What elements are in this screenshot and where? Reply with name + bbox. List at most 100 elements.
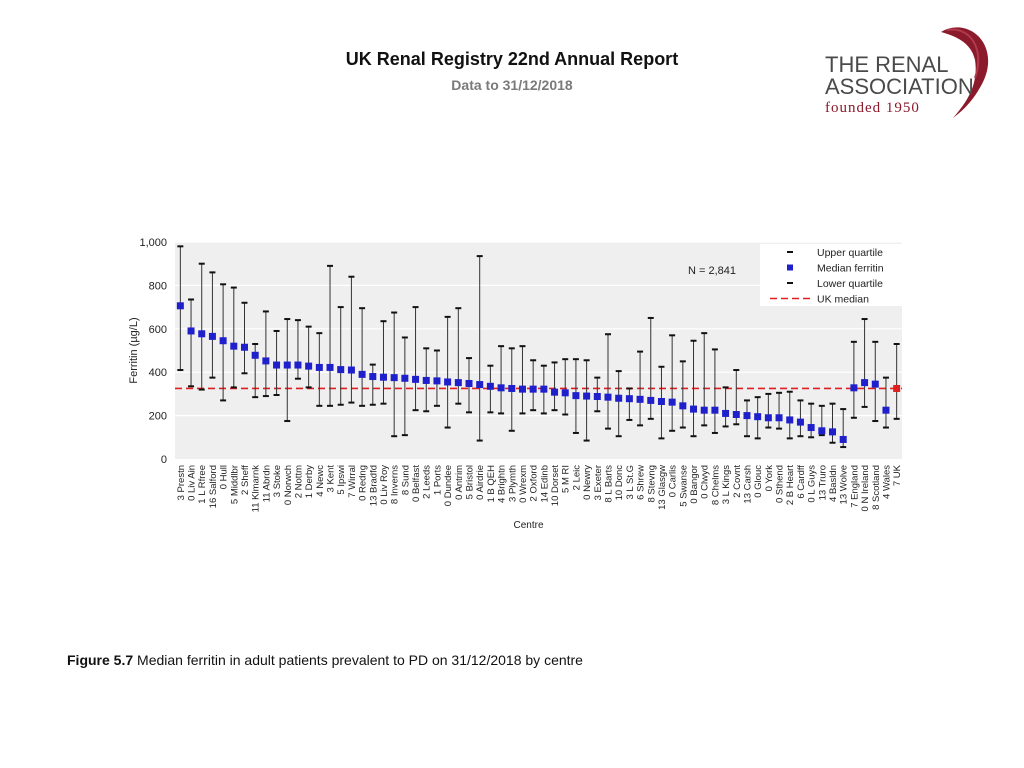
legend-entry: UK median bbox=[817, 294, 869, 306]
x-tick-label: 1 Derby bbox=[304, 465, 315, 499]
x-tick-label: 6 Cardff bbox=[796, 465, 807, 499]
y-tick-label: 800 bbox=[149, 280, 167, 292]
x-tick-label: 0 York bbox=[764, 465, 775, 492]
x-tick-label: 8 Inverns bbox=[390, 465, 401, 504]
figure-caption: Figure 5.7 Median ferritin in adult pati… bbox=[67, 652, 583, 668]
median-point bbox=[786, 416, 794, 424]
median-point bbox=[187, 327, 195, 335]
x-tick-label: 0 Bangor bbox=[689, 465, 700, 504]
median-point bbox=[540, 385, 548, 393]
caption-text: Median ferritin in adult patients preval… bbox=[133, 652, 583, 668]
median-point bbox=[379, 373, 387, 381]
median-point bbox=[294, 361, 302, 369]
x-tick-label: 0 Sthend bbox=[775, 465, 786, 503]
median-point bbox=[754, 413, 762, 421]
x-tick-label: 6 Shrew bbox=[636, 465, 647, 500]
x-tick-label: 1 B QEH bbox=[486, 465, 497, 503]
median-point bbox=[305, 362, 313, 370]
median-point bbox=[412, 375, 420, 383]
median-point bbox=[711, 406, 719, 414]
x-tick-label: 0 Hull bbox=[219, 465, 230, 489]
median-point bbox=[647, 396, 655, 404]
x-tick-label: 0 Liv Roy bbox=[379, 465, 390, 505]
x-tick-label: 8 L Barts bbox=[603, 465, 614, 503]
x-tick-label: 2 B Heart bbox=[785, 465, 796, 505]
x-tick-label: 8 Stevng bbox=[646, 465, 657, 503]
median-point bbox=[775, 414, 783, 422]
x-tick-label: 5 M RI bbox=[561, 465, 572, 493]
caption-label: Figure 5.7 bbox=[67, 652, 134, 668]
x-tick-label: 13 Bradfd bbox=[368, 465, 379, 506]
x-tick-label: 7 UK bbox=[892, 464, 903, 486]
median-point bbox=[476, 381, 484, 389]
logo-line2: ASSOCIATION bbox=[825, 74, 974, 99]
x-tick-label: 3 Plymth bbox=[507, 465, 518, 502]
y-tick-label: 1,000 bbox=[139, 237, 167, 249]
median-point bbox=[882, 406, 890, 414]
median-point bbox=[262, 357, 270, 365]
median-point bbox=[572, 392, 580, 400]
x-tick-label: 1 L Rfree bbox=[197, 465, 208, 504]
chart-svg: 0 200 400 600 800 1,000 Ferritin (µg/L) 3 Prest… bbox=[128, 237, 903, 531]
x-tick-label: 0 Carlis bbox=[668, 465, 679, 497]
renal-association-logo: THE RENAL ASSOCIATION founded 1950 bbox=[818, 24, 998, 120]
x-tick-label: 0 Airdrie bbox=[475, 465, 486, 500]
x-tick-label: 3 Prestn bbox=[176, 465, 187, 500]
x-tick-label: 2 Covnt bbox=[732, 465, 743, 498]
report-subtitle: Data to 31/12/2018 bbox=[451, 77, 573, 93]
x-tick-label: 5 Ipswi bbox=[336, 465, 347, 495]
median-point bbox=[615, 394, 623, 402]
logo-line1: THE RENAL bbox=[825, 52, 949, 77]
median-point bbox=[251, 351, 259, 359]
x-tick-label: 7 Wirral bbox=[347, 465, 358, 498]
median-point bbox=[529, 385, 537, 393]
median-point bbox=[486, 382, 494, 390]
x-tick-label: 10 Dorset bbox=[550, 465, 561, 507]
median-point bbox=[422, 376, 430, 384]
x-tick-label: 16 Salford bbox=[208, 465, 219, 508]
median-point bbox=[625, 395, 633, 403]
uk-median-point bbox=[893, 384, 901, 392]
median-point bbox=[465, 379, 473, 387]
median-point bbox=[657, 397, 665, 405]
legend-median-swatch bbox=[787, 264, 793, 271]
x-tick-label: 0 Wrexm bbox=[518, 465, 529, 503]
median-point bbox=[444, 378, 452, 386]
median-point bbox=[401, 374, 409, 382]
median-point bbox=[722, 409, 730, 417]
n-annotation: N = 2,841 bbox=[688, 265, 736, 277]
x-tick-label: 2 Nottm bbox=[293, 465, 304, 498]
x-tick-label: 2 Leeds bbox=[422, 465, 433, 499]
median-point bbox=[796, 418, 804, 426]
median-point bbox=[829, 428, 837, 436]
median-point bbox=[743, 412, 751, 420]
x-tick-label: 3 Kent bbox=[326, 465, 337, 493]
median-point bbox=[433, 377, 441, 385]
x-tick-label: 8 Chelms bbox=[710, 465, 721, 505]
median-point bbox=[690, 405, 698, 413]
x-tick-label: 5 Swanse bbox=[678, 465, 689, 507]
x-tick-label: 13 Glasgw bbox=[657, 465, 668, 510]
median-point bbox=[283, 361, 291, 369]
median-point bbox=[861, 379, 869, 387]
y-tick-label: 600 bbox=[149, 324, 167, 336]
ferritin-chart: 0 200 400 600 800 1,000 Ferritin (µg/L) 3 Prest… bbox=[120, 230, 910, 540]
median-point bbox=[679, 402, 687, 410]
x-tick-label: 0 L Guys bbox=[807, 465, 818, 503]
legend-entry: Lower quartile bbox=[817, 278, 883, 290]
x-tick-label: 3 L Kings bbox=[721, 465, 732, 505]
median-point bbox=[807, 424, 815, 432]
median-point bbox=[508, 384, 516, 392]
x-tick-label: 8 Scotland bbox=[871, 465, 882, 510]
median-point bbox=[358, 370, 366, 378]
x-tick-label: 4 Brightn bbox=[497, 465, 508, 503]
median-point bbox=[583, 392, 591, 400]
x-tick-label: 13 Wolve bbox=[839, 465, 850, 504]
x-tick-label: 11 Abrdn bbox=[261, 465, 272, 502]
x-tick-label: 0 Norwch bbox=[283, 465, 294, 505]
median-point bbox=[518, 385, 526, 393]
x-tick-label: 2 Leic bbox=[571, 465, 582, 491]
x-tick-label: 2 Sheff bbox=[240, 465, 251, 495]
median-point bbox=[636, 395, 644, 403]
x-tick-label: 1 Ports bbox=[432, 465, 443, 495]
